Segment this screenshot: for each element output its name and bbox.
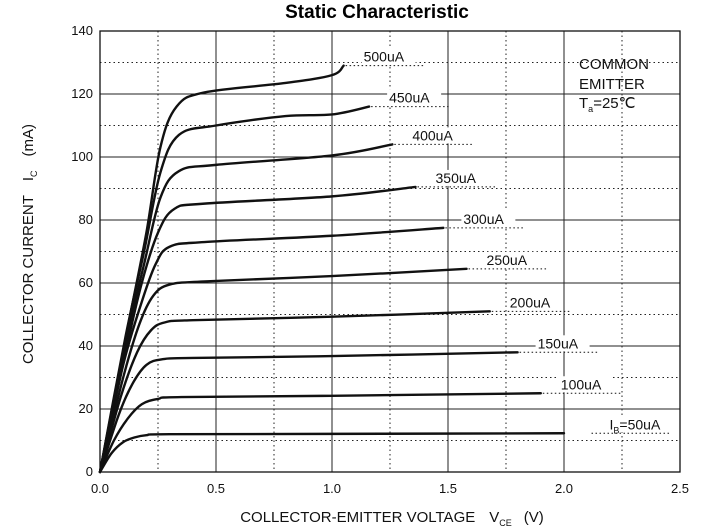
curve-ib-500uA bbox=[98, 64, 345, 474]
curve-ib-150uA bbox=[98, 351, 519, 474]
curve-label-200uA: 200uA bbox=[510, 294, 551, 310]
y-axis-symbol: I bbox=[20, 177, 37, 181]
label-sub: B bbox=[613, 425, 619, 435]
chart-title: Static Characteristic bbox=[285, 2, 469, 23]
curve-ib-250uA bbox=[98, 267, 468, 474]
label-background bbox=[607, 416, 672, 433]
x-axis-symbol: V bbox=[489, 509, 499, 526]
plot-frame bbox=[99, 30, 681, 473]
x-axis-label-text: COLLECTOR-EMITTER VOLTAGE bbox=[240, 509, 475, 526]
curve-labels: IB=50uA 100uA 150uA 200uA 250uA 300uA 350uA 400… bbox=[345, 48, 672, 435]
label-main: =50uA bbox=[619, 416, 661, 432]
label-background bbox=[558, 376, 613, 393]
label-background bbox=[507, 294, 562, 311]
curve-ib-200uA bbox=[98, 310, 491, 474]
x-tick-label: 1.0 bbox=[323, 481, 341, 496]
curve-ib-50uA bbox=[98, 432, 566, 474]
annotation-box: COMMON EMITTER Ta=25℃ bbox=[579, 56, 649, 114]
y-tick-label: 120 bbox=[71, 86, 93, 101]
curve-label-450uA: 450uA bbox=[389, 90, 430, 106]
curve-ib-400uA bbox=[98, 143, 394, 474]
curve-label-300uA: 300uA bbox=[463, 211, 504, 227]
y-axis-label-text: COLLECTOR CURRENT bbox=[20, 195, 37, 364]
y-tick-label: 140 bbox=[71, 23, 93, 38]
x-tick-label: 1.5 bbox=[439, 481, 457, 496]
curve-ib-350uA bbox=[98, 185, 417, 474]
curves bbox=[98, 64, 566, 474]
curve-ib-100uA bbox=[98, 392, 542, 474]
curve-label-500uA: 500uA bbox=[364, 49, 405, 65]
curve-label-350uA: 350uA bbox=[436, 170, 477, 186]
annotation-temp-value: =25℃ bbox=[593, 95, 635, 112]
x-tick-label: 0.0 bbox=[91, 481, 109, 496]
y-axis-sub: C bbox=[29, 170, 39, 177]
y-tick-label: 20 bbox=[79, 401, 93, 416]
y-axis-unit: (mA) bbox=[20, 124, 37, 157]
label-background bbox=[361, 48, 416, 65]
label-background bbox=[461, 210, 516, 227]
annotation-line-3: Ta=25℃ bbox=[579, 95, 635, 114]
x-tick-label: 2.0 bbox=[555, 481, 573, 496]
label-background bbox=[535, 335, 590, 352]
y-tick-label: 40 bbox=[79, 338, 93, 353]
y-tick-label: 0 bbox=[86, 464, 93, 479]
label-background bbox=[484, 251, 539, 268]
label-prefix: I bbox=[610, 416, 614, 432]
annotation-line-1: COMMON bbox=[579, 56, 649, 73]
x-axis-sub: CE bbox=[499, 518, 512, 527]
x-axis-label: COLLECTOR-EMITTER VOLTAGE VCE (V) bbox=[240, 509, 544, 527]
curve-label-50uA: IB=50uA bbox=[610, 416, 661, 435]
annotation-temp-sub: a bbox=[588, 104, 593, 114]
curve-label-250uA: 250uA bbox=[487, 252, 528, 268]
curve-label-100uA: 100uA bbox=[561, 376, 602, 392]
curve-label-150uA: 150uA bbox=[538, 335, 579, 351]
curve-label-400uA: 400uA bbox=[412, 127, 453, 143]
x-tick-label: 2.5 bbox=[671, 481, 689, 496]
x-tick-label: 0.5 bbox=[207, 481, 225, 496]
label-background bbox=[387, 89, 442, 106]
y-tick-label: 100 bbox=[71, 149, 93, 164]
x-axis-unit: (V) bbox=[524, 509, 544, 526]
label-background bbox=[433, 169, 488, 186]
y-axis-label: COLLECTOR CURRENT IC (mA) bbox=[20, 124, 39, 364]
label-background bbox=[410, 127, 465, 144]
annotation-line-2: EMITTER bbox=[579, 76, 645, 93]
y-tick-label: 80 bbox=[79, 212, 93, 227]
annotation-temp-symbol: T bbox=[579, 95, 588, 112]
tick-labels: 0.0 0.5 1.0 1.5 2.0 2.5 0 20 40 60 80 100 120 140 bbox=[71, 23, 689, 496]
y-tick-label: 60 bbox=[79, 275, 93, 290]
